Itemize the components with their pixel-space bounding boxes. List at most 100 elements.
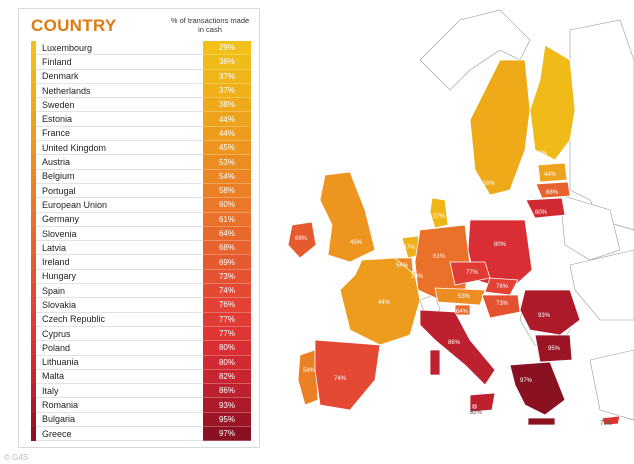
row-color-swatch: [31, 312, 36, 327]
finland-shape: [529, 44, 576, 161]
spain-label: 74%: [334, 376, 347, 382]
poland-label: 80%: [494, 242, 507, 248]
table-row: Czech Republic 77%: [31, 312, 251, 327]
netherlands-label: 37%: [403, 245, 416, 251]
cash-percentage: 80%: [203, 355, 251, 370]
row-color-swatch: [31, 369, 36, 385]
cash-percentage: 58%: [203, 183, 251, 199]
legend-table-panel: COUNTRY % of transactions made in cash L…: [18, 8, 260, 448]
cash-percentage: 37%: [203, 69, 251, 84]
austria-label: 53%: [458, 294, 471, 300]
row-color-swatch: [31, 55, 36, 70]
table-row: France 44%: [31, 126, 251, 142]
table-row: Bulgaria 95%: [31, 412, 251, 428]
row-color-swatch: [31, 284, 36, 299]
denmark-shape: [429, 197, 449, 229]
france-shape: [339, 257, 421, 346]
country-name: Greece: [36, 427, 203, 442]
cash-percentage: 73%: [203, 269, 251, 285]
country-name: Belgium: [36, 170, 203, 184]
malta-shape: [472, 404, 477, 409]
table-row: Ireland 69%: [31, 255, 251, 270]
row-color-swatch: [31, 384, 36, 399]
spain-shape: [314, 339, 381, 411]
table-row: Lithuania 80%: [31, 355, 251, 370]
table-row: Italy 86%: [31, 384, 251, 399]
credit-text: © G4S: [4, 453, 29, 462]
row-color-swatch: [31, 398, 36, 413]
country-name: Malta: [36, 370, 203, 385]
country-name: Bulgaria: [36, 413, 203, 428]
cash-percentage: 61%: [203, 212, 251, 227]
cash-percentage: 64%: [203, 226, 251, 242]
cash-percentage: 93%: [203, 398, 251, 413]
map-value-labels: 36% 38% 44% 68% 80% 37% 69% 45% 37% 54% …: [295, 151, 613, 427]
row-color-swatch: [31, 155, 36, 170]
europe-map: 36% 38% 44% 68% 80% 37% 69% 45% 37% 54% …: [287, 9, 634, 427]
belgium-label: 54%: [396, 263, 409, 269]
malta-label: 82%: [470, 410, 483, 416]
country-name: Finland: [36, 55, 203, 70]
cash-percentage: 29%: [203, 41, 251, 56]
country-name: Austria: [36, 155, 203, 170]
portugal-label: 58%: [303, 368, 316, 374]
hungary-label: 73%: [496, 301, 509, 307]
uk-shape: [319, 171, 376, 263]
row-color-swatch: [31, 226, 36, 242]
cash-percentage: 97%: [203, 427, 251, 442]
bulgaria-shape: [534, 334, 573, 363]
table-row: Romania 93%: [31, 398, 251, 413]
table-row: Luxembourg 29%: [31, 41, 251, 56]
lithuania-shape: [525, 197, 566, 219]
ireland-shape: [287, 221, 317, 259]
czech-label: 77%: [466, 270, 479, 276]
row-color-swatch: [31, 41, 36, 56]
portugal-shape: [297, 349, 319, 406]
lithuania-label: 80%: [535, 210, 548, 216]
row-color-swatch: [31, 341, 36, 356]
non-eu-outlines: [419, 9, 634, 421]
country-name: Sweden: [36, 98, 203, 113]
row-color-swatch: [31, 412, 36, 428]
row-color-swatch: [31, 427, 36, 442]
table-row: Germany 61%: [31, 212, 251, 227]
table-row: Belgium 54%: [31, 169, 251, 184]
row-color-swatch: [31, 141, 36, 156]
row-color-swatch: [31, 298, 36, 313]
table-row: Slovakia 76%: [31, 298, 251, 313]
cash-percentage: 38%: [203, 98, 251, 113]
row-color-swatch: [31, 183, 36, 199]
country-name: Germany: [36, 213, 203, 227]
table-row: Sweden 38%: [31, 98, 251, 113]
country-name: Spain: [36, 284, 203, 299]
crete-shape: [527, 417, 556, 426]
greece-label: 97%: [520, 378, 533, 384]
cash-percentage: 80%: [203, 341, 251, 356]
cash-percentage: 95%: [203, 412, 251, 428]
country-name: Czech Republic: [36, 313, 203, 327]
country-name: France: [36, 127, 203, 142]
country-name: Italy: [36, 384, 203, 399]
country-name: Portugal: [36, 184, 203, 199]
row-color-swatch: [31, 255, 36, 270]
france-label: 44%: [378, 300, 391, 306]
slovenia-label: 64%: [456, 309, 469, 315]
row-color-swatch: [31, 241, 36, 256]
table-row: Netherlands 37%: [31, 83, 251, 99]
cyprus-shape: [601, 415, 621, 426]
table-row: Denmark 37%: [31, 69, 251, 84]
country-name: European Union: [36, 198, 203, 213]
row-color-swatch: [31, 212, 36, 227]
row-color-swatch: [31, 112, 36, 127]
row-color-swatch: [31, 126, 36, 142]
eu-countries: [287, 44, 621, 426]
cash-percentage: 53%: [203, 155, 251, 170]
country-name: Lithuania: [36, 356, 203, 370]
cash-percentage: 37%: [203, 83, 251, 99]
country-name: Ireland: [36, 255, 203, 270]
uk-label: 45%: [350, 240, 363, 246]
row-color-swatch: [31, 198, 36, 213]
finland-label: 36%: [535, 151, 548, 157]
cyprus-label: 77%: [600, 421, 613, 427]
table-row: European Union 60%: [31, 198, 251, 213]
